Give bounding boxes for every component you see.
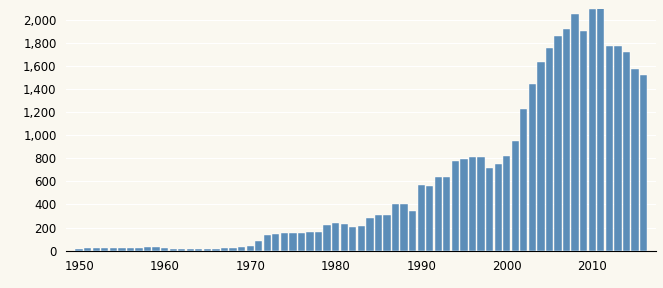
Bar <box>332 223 339 251</box>
Bar <box>280 233 288 251</box>
Bar <box>460 159 467 251</box>
Bar <box>341 224 348 251</box>
Bar <box>324 225 331 251</box>
Bar <box>512 141 519 251</box>
Bar <box>127 248 134 251</box>
Bar <box>418 185 425 251</box>
Bar <box>631 69 638 251</box>
Bar <box>289 233 296 251</box>
Bar <box>93 248 100 251</box>
Bar <box>426 186 434 251</box>
Bar <box>375 215 382 251</box>
Bar <box>170 249 177 251</box>
Bar <box>195 249 202 251</box>
Bar <box>366 218 373 251</box>
Bar <box>306 232 314 251</box>
Bar <box>452 161 459 251</box>
Bar <box>229 248 237 251</box>
Bar <box>238 247 245 251</box>
Bar <box>298 233 305 251</box>
Bar <box>589 9 596 251</box>
Bar <box>178 249 186 251</box>
Bar <box>572 14 579 251</box>
Bar <box>109 248 117 251</box>
Bar <box>477 157 485 251</box>
Bar <box>247 246 254 251</box>
Bar <box>272 234 279 251</box>
Bar <box>152 247 160 251</box>
Bar <box>264 235 271 251</box>
Bar <box>392 204 399 251</box>
Bar <box>563 29 570 251</box>
Bar <box>118 248 125 251</box>
Bar <box>528 84 536 251</box>
Bar <box>554 36 562 251</box>
Bar <box>383 215 391 251</box>
Bar <box>606 46 613 251</box>
Bar <box>444 177 450 251</box>
Bar <box>469 157 476 251</box>
Bar <box>161 248 168 251</box>
Bar <box>409 211 416 251</box>
Bar <box>349 227 357 251</box>
Bar <box>520 109 528 251</box>
Bar <box>315 232 322 251</box>
Bar <box>76 249 83 251</box>
Bar <box>204 249 211 251</box>
Bar <box>255 241 263 251</box>
Bar <box>400 204 408 251</box>
Bar <box>144 247 151 251</box>
Bar <box>503 156 511 251</box>
Bar <box>221 248 228 251</box>
Bar <box>435 177 442 251</box>
Bar <box>640 75 647 251</box>
Bar <box>486 168 493 251</box>
Bar <box>84 248 91 251</box>
Bar <box>597 3 605 251</box>
Bar <box>187 249 194 251</box>
Bar <box>135 248 143 251</box>
Bar <box>495 164 502 251</box>
Bar <box>537 62 544 251</box>
Bar <box>614 46 621 251</box>
Bar <box>101 248 109 251</box>
Bar <box>580 31 587 251</box>
Bar <box>358 226 365 251</box>
Bar <box>623 52 630 251</box>
Bar <box>212 249 219 251</box>
Bar <box>546 48 553 251</box>
